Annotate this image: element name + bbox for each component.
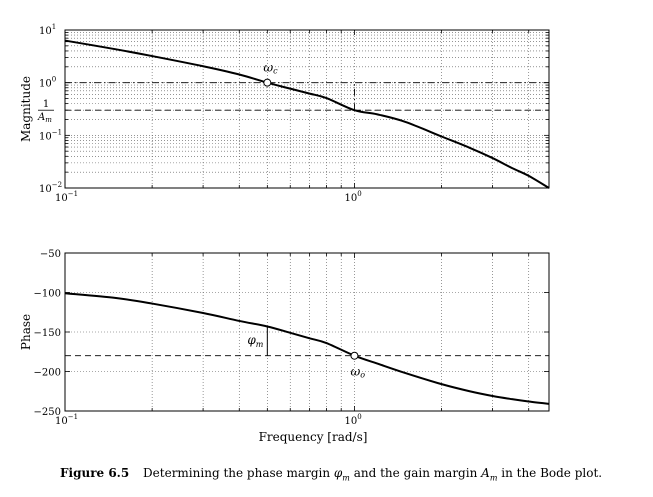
y-tick-label: −50 <box>40 249 61 260</box>
y-tick-label: −100 <box>34 289 61 300</box>
figure-caption: Figure 6.5 Determining the phase margin … <box>60 466 650 482</box>
y-tick-exponent: 0 <box>52 76 56 84</box>
grid-lines <box>65 252 549 412</box>
gain-margin-tick-den: Am <box>37 112 52 124</box>
marker-label: ωo <box>350 365 365 380</box>
series-line <box>64 292 550 405</box>
x-tick-exponent: −1 <box>68 413 78 421</box>
y-tick-label: 101 <box>39 23 56 37</box>
phase-margin-label: φm <box>247 333 263 349</box>
y-tick-label: 100 <box>39 76 56 90</box>
gain-margin-tick-sub: m <box>45 116 52 124</box>
axes-frame <box>64 29 550 189</box>
y-tick-label: −250 <box>34 407 61 418</box>
y-tick-exponent: −2 <box>52 181 62 189</box>
series-line <box>64 39 550 189</box>
y-tick-exponent: 1 <box>52 23 56 31</box>
y-tick-label: −150 <box>34 328 61 339</box>
gain-margin-tick-num: 1 <box>43 99 49 110</box>
caption-text-middle: and the gain margin <box>353 466 478 480</box>
axes-frame <box>64 252 550 412</box>
x-tick-label: 10−1 <box>55 190 78 204</box>
marker-point <box>350 351 359 360</box>
x-tick-label: 100 <box>344 190 361 204</box>
y-tick-exponent: −1 <box>52 128 62 136</box>
caption-text-before: Determining the phase margin <box>143 466 331 480</box>
x-tick-exponent: 0 <box>357 413 361 421</box>
marker-label-sub: c <box>273 67 278 76</box>
x-tick-exponent: 0 <box>357 190 361 198</box>
caption-phase-symbol: φ <box>333 466 343 480</box>
y-axis-label: Magnitude <box>19 76 33 142</box>
grid-lines <box>65 30 549 188</box>
marker-label: ωc <box>263 61 278 76</box>
caption-text-after: in the Bode plot. <box>501 466 603 480</box>
x-tick-exponent: −1 <box>68 190 78 198</box>
caption-gain-sub: m <box>489 473 498 483</box>
x-axis-label: Frequency [rad/s] <box>259 430 368 444</box>
caption-gain-symbol: A <box>481 466 490 480</box>
y-tick-label: −200 <box>34 368 61 379</box>
marker-label-sub: o <box>360 371 365 380</box>
marker-point <box>263 78 272 87</box>
magnitude-panel: ωc 10−1 100 101 100 10−1 1 0 −2 1 Am Magnitude <box>19 23 550 204</box>
figure-label: Figure 6.5 <box>60 466 130 480</box>
x-tick-label: 100 <box>344 413 361 427</box>
phase-margin-sub: m <box>256 340 264 349</box>
y-tick-label: 10−1 <box>39 128 62 142</box>
y-axis-label: Phase <box>19 314 33 350</box>
caption-phase-sub: m <box>342 473 350 483</box>
